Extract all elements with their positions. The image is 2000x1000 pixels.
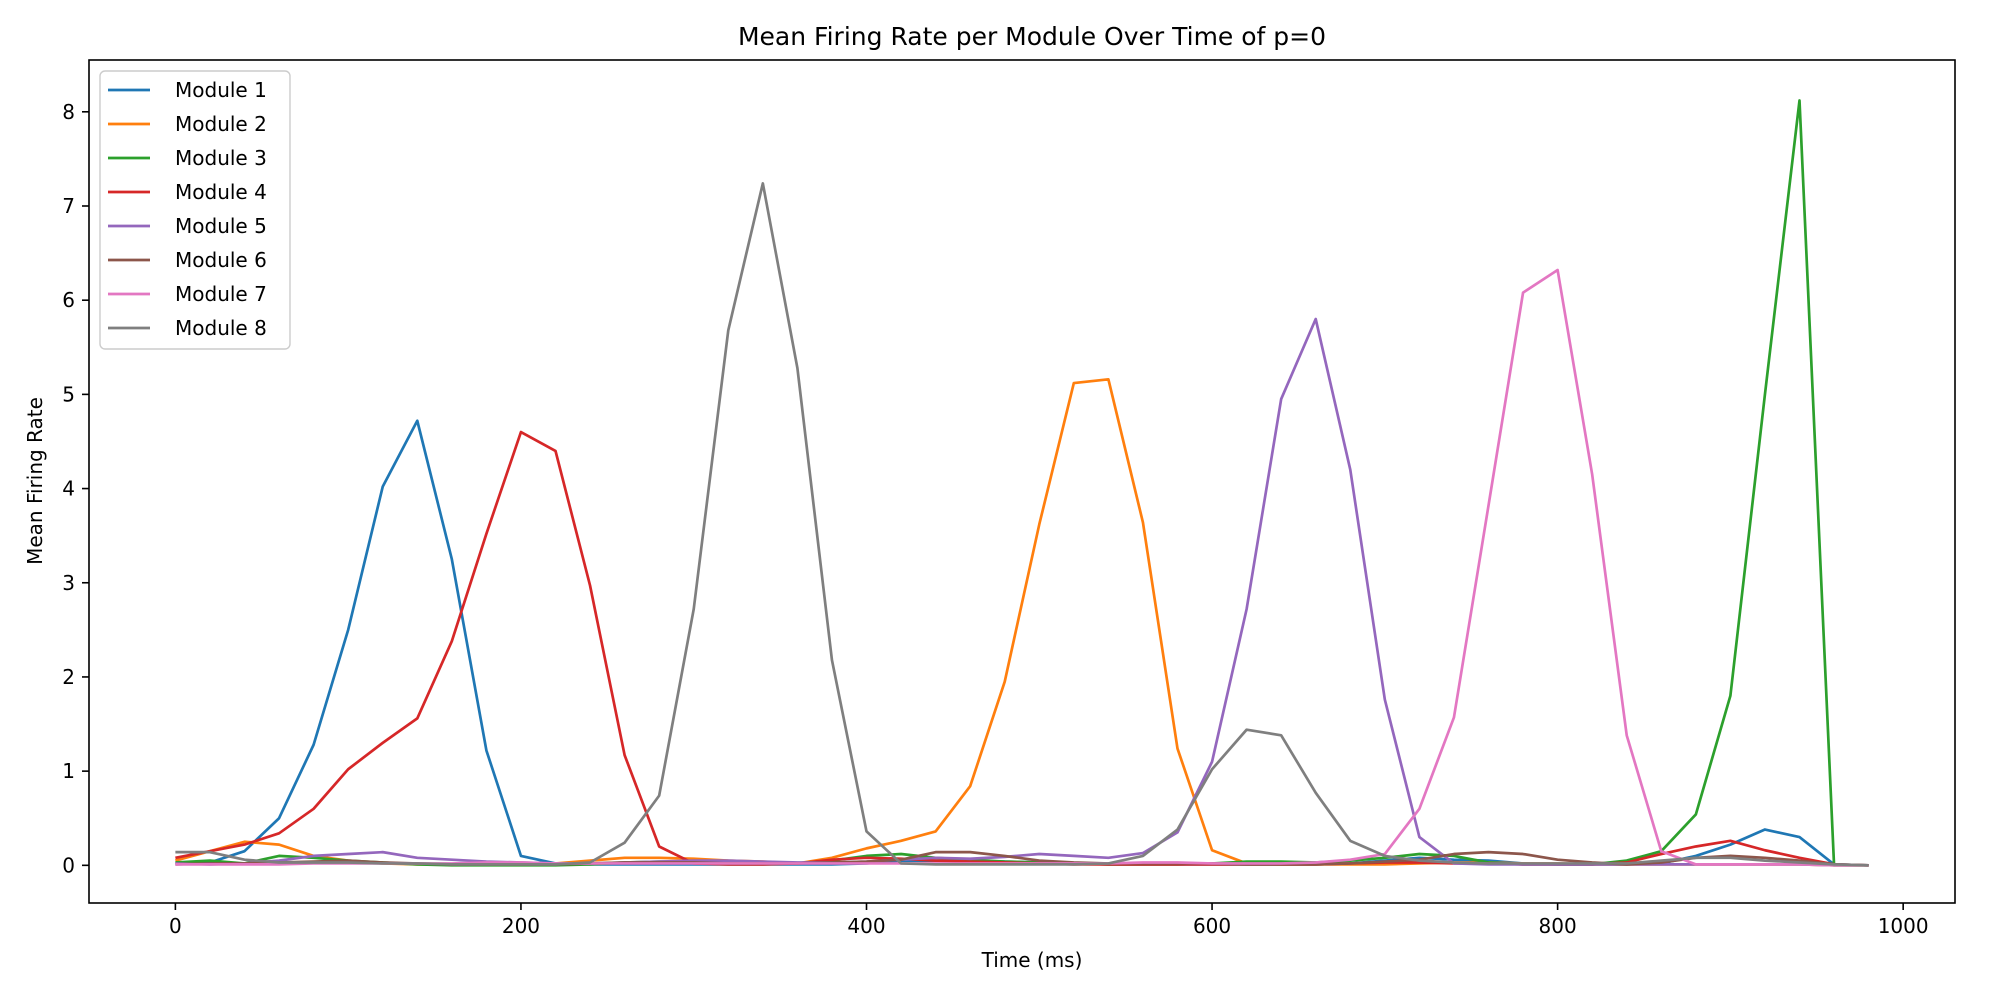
x-tick-label: 800 [1539,914,1577,938]
legend-label: Module 2 [175,112,267,136]
legend-label: Module 7 [175,282,267,306]
legend-label: Module 3 [175,146,267,170]
y-tick-label: 4 [62,477,75,501]
series-line-module-8 [175,182,1869,867]
legend-label: Module 8 [175,316,267,340]
chart-title: Mean Firing Rate per Module Over Time of… [738,22,1326,51]
x-axis: 0 200 400 600 800 1000 [169,903,1929,938]
plot-frame [88,59,1956,904]
x-tick-label: 600 [1193,914,1231,938]
y-tick-label: 8 [62,100,75,124]
series-line-module-7 [175,268,1869,867]
legend: Module 1 Module 2 Module 3 Module 4 Module 5… [99,70,291,350]
plot-area [175,99,1869,867]
legend-label: Module 1 [175,78,267,102]
y-tick-label: 3 [62,571,75,595]
x-tick-label: 400 [847,914,885,938]
y-tick-label: 1 [62,759,75,783]
y-tick-label: 7 [62,194,75,218]
series-line-module-5 [175,317,1869,867]
legend-label: Module 4 [175,180,267,204]
x-tick-label: 200 [502,914,540,938]
legend-label: Module 6 [175,248,267,272]
y-tick-label: 2 [62,665,75,689]
x-tick-label: 0 [169,914,182,938]
series-line-module-2 [175,377,1869,867]
y-axis-label: Mean Firing Rate [23,397,47,565]
series-line-module-3 [175,99,1869,867]
y-tick-label: 6 [62,288,75,312]
x-axis-label: Time (ms) [981,948,1083,972]
legend-label: Module 5 [175,214,267,238]
y-tick-label: 5 [62,382,75,406]
legend-box [99,70,291,350]
x-tick-label: 1000 [1878,914,1929,938]
y-axis: 0 1 2 3 4 5 6 7 8 [62,100,89,877]
y-tick-label: 0 [62,853,75,877]
